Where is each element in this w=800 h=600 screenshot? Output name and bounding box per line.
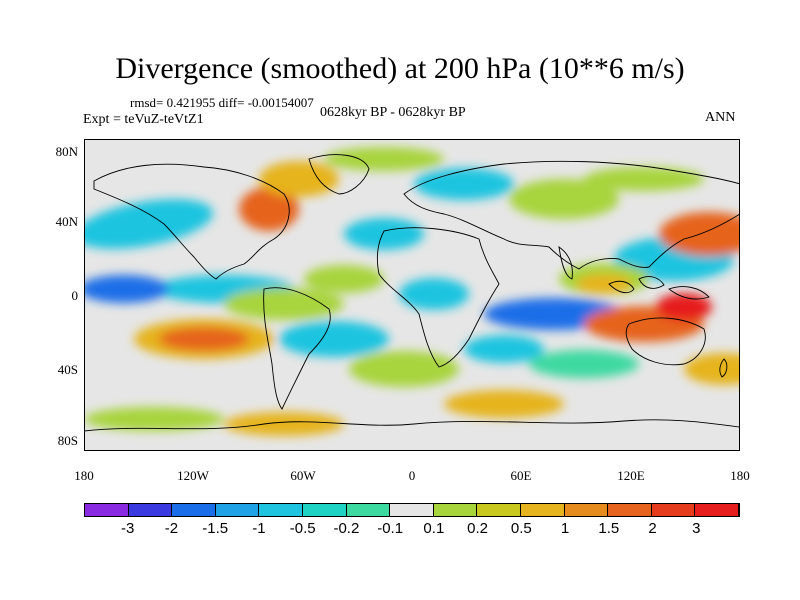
colorbar-label: -0.5 — [289, 520, 316, 537]
colorbar-label: 1 — [560, 520, 570, 537]
colorbar-label: -3 — [121, 520, 135, 537]
field-anomaly — [584, 167, 704, 191]
lon-tick-label: 0 — [408, 468, 416, 483]
field-anomaly — [344, 218, 424, 250]
colorbar-swatch — [564, 504, 609, 516]
colorbar-label: 0.2 — [467, 520, 489, 537]
colorbar-label: 1.5 — [598, 520, 620, 537]
colorbar-swatch — [651, 504, 696, 516]
field-anomaly — [224, 288, 344, 320]
season-label: ANN — [705, 110, 736, 125]
field-anomaly — [324, 147, 444, 171]
field-anomaly — [84, 275, 169, 303]
colorbar-swatch — [695, 504, 739, 516]
colorbar-swatch — [608, 504, 652, 516]
colorbar-swatch — [346, 504, 391, 516]
coastlines — [84, 154, 740, 451]
colorbar-swatch — [477, 504, 521, 516]
experiment-label: Expt = teVuZ-teVtZ1 — [83, 112, 204, 127]
colorbar-swatch — [302, 504, 347, 516]
field-anomaly — [576, 274, 632, 294]
field-anomaly — [259, 161, 339, 197]
colorbar-label: 3 — [692, 520, 701, 537]
colorbar-label: 2 — [648, 520, 657, 537]
lon-tick-label: 180 — [730, 468, 750, 483]
map-panel — [84, 139, 740, 451]
lat-tick-label: 0 — [71, 288, 79, 303]
map-title: Divergence (smoothed) at 200 hPa (10**6 … — [115, 52, 685, 85]
lat-tick-label: 40N — [55, 214, 78, 229]
field-anomaly — [529, 350, 639, 378]
field-anomaly — [84, 199, 214, 249]
colorbar-label: 0.1 — [423, 520, 445, 537]
colorbar-label: -0.2 — [333, 520, 360, 537]
lat-tick-label: 80S — [57, 433, 78, 448]
lat-tick-label: 80N — [55, 144, 78, 159]
colorbar-swatch — [215, 504, 260, 516]
lon-tick-label: 180 — [74, 468, 94, 483]
colorbar-label: -1 — [252, 520, 266, 537]
colorbar-label: 0.5 — [510, 520, 532, 537]
colorbar-label: -2 — [164, 520, 179, 537]
colorbar-label: -0.1 — [377, 520, 404, 537]
period-label: 0628kyr BP - 0628kyr BP — [320, 105, 466, 120]
field-anomaly — [349, 351, 459, 387]
map-frame — [84, 139, 740, 451]
colorbar-swatch — [433, 504, 478, 516]
lon-tick-label: 120E — [617, 468, 645, 483]
field-anomaly — [399, 278, 469, 310]
field-anomaly — [656, 293, 712, 321]
stats-label: rmsd= 0.421955 diff= -0.00154007 — [130, 95, 314, 110]
lon-tick-label: 120W — [177, 468, 209, 483]
field-anomaly — [444, 390, 564, 418]
colorbar-swatch — [172, 504, 216, 516]
lat-tick-label: 40S — [57, 362, 78, 377]
colorbar-swatch — [390, 504, 434, 516]
colorbar — [84, 503, 740, 517]
colorbar-label: -1.5 — [202, 520, 229, 537]
field-anomaly — [304, 265, 384, 293]
lon-tick-label: 60E — [510, 468, 532, 483]
colorbar-swatch — [128, 504, 173, 516]
field-anomaly — [464, 335, 544, 363]
lon-tick-label: 60W — [290, 468, 316, 483]
colorbar-swatch — [85, 504, 129, 516]
field-anomaly — [414, 168, 514, 200]
field-anomaly — [279, 321, 389, 357]
field-anomaly — [239, 187, 299, 231]
divergence-field — [84, 147, 740, 436]
field-anomaly — [224, 412, 344, 436]
field-anomaly — [84, 407, 224, 431]
field-anomaly — [509, 179, 619, 219]
field-anomaly — [159, 327, 249, 351]
colorbar-swatch — [520, 504, 565, 516]
colorbar-swatch — [259, 504, 303, 516]
